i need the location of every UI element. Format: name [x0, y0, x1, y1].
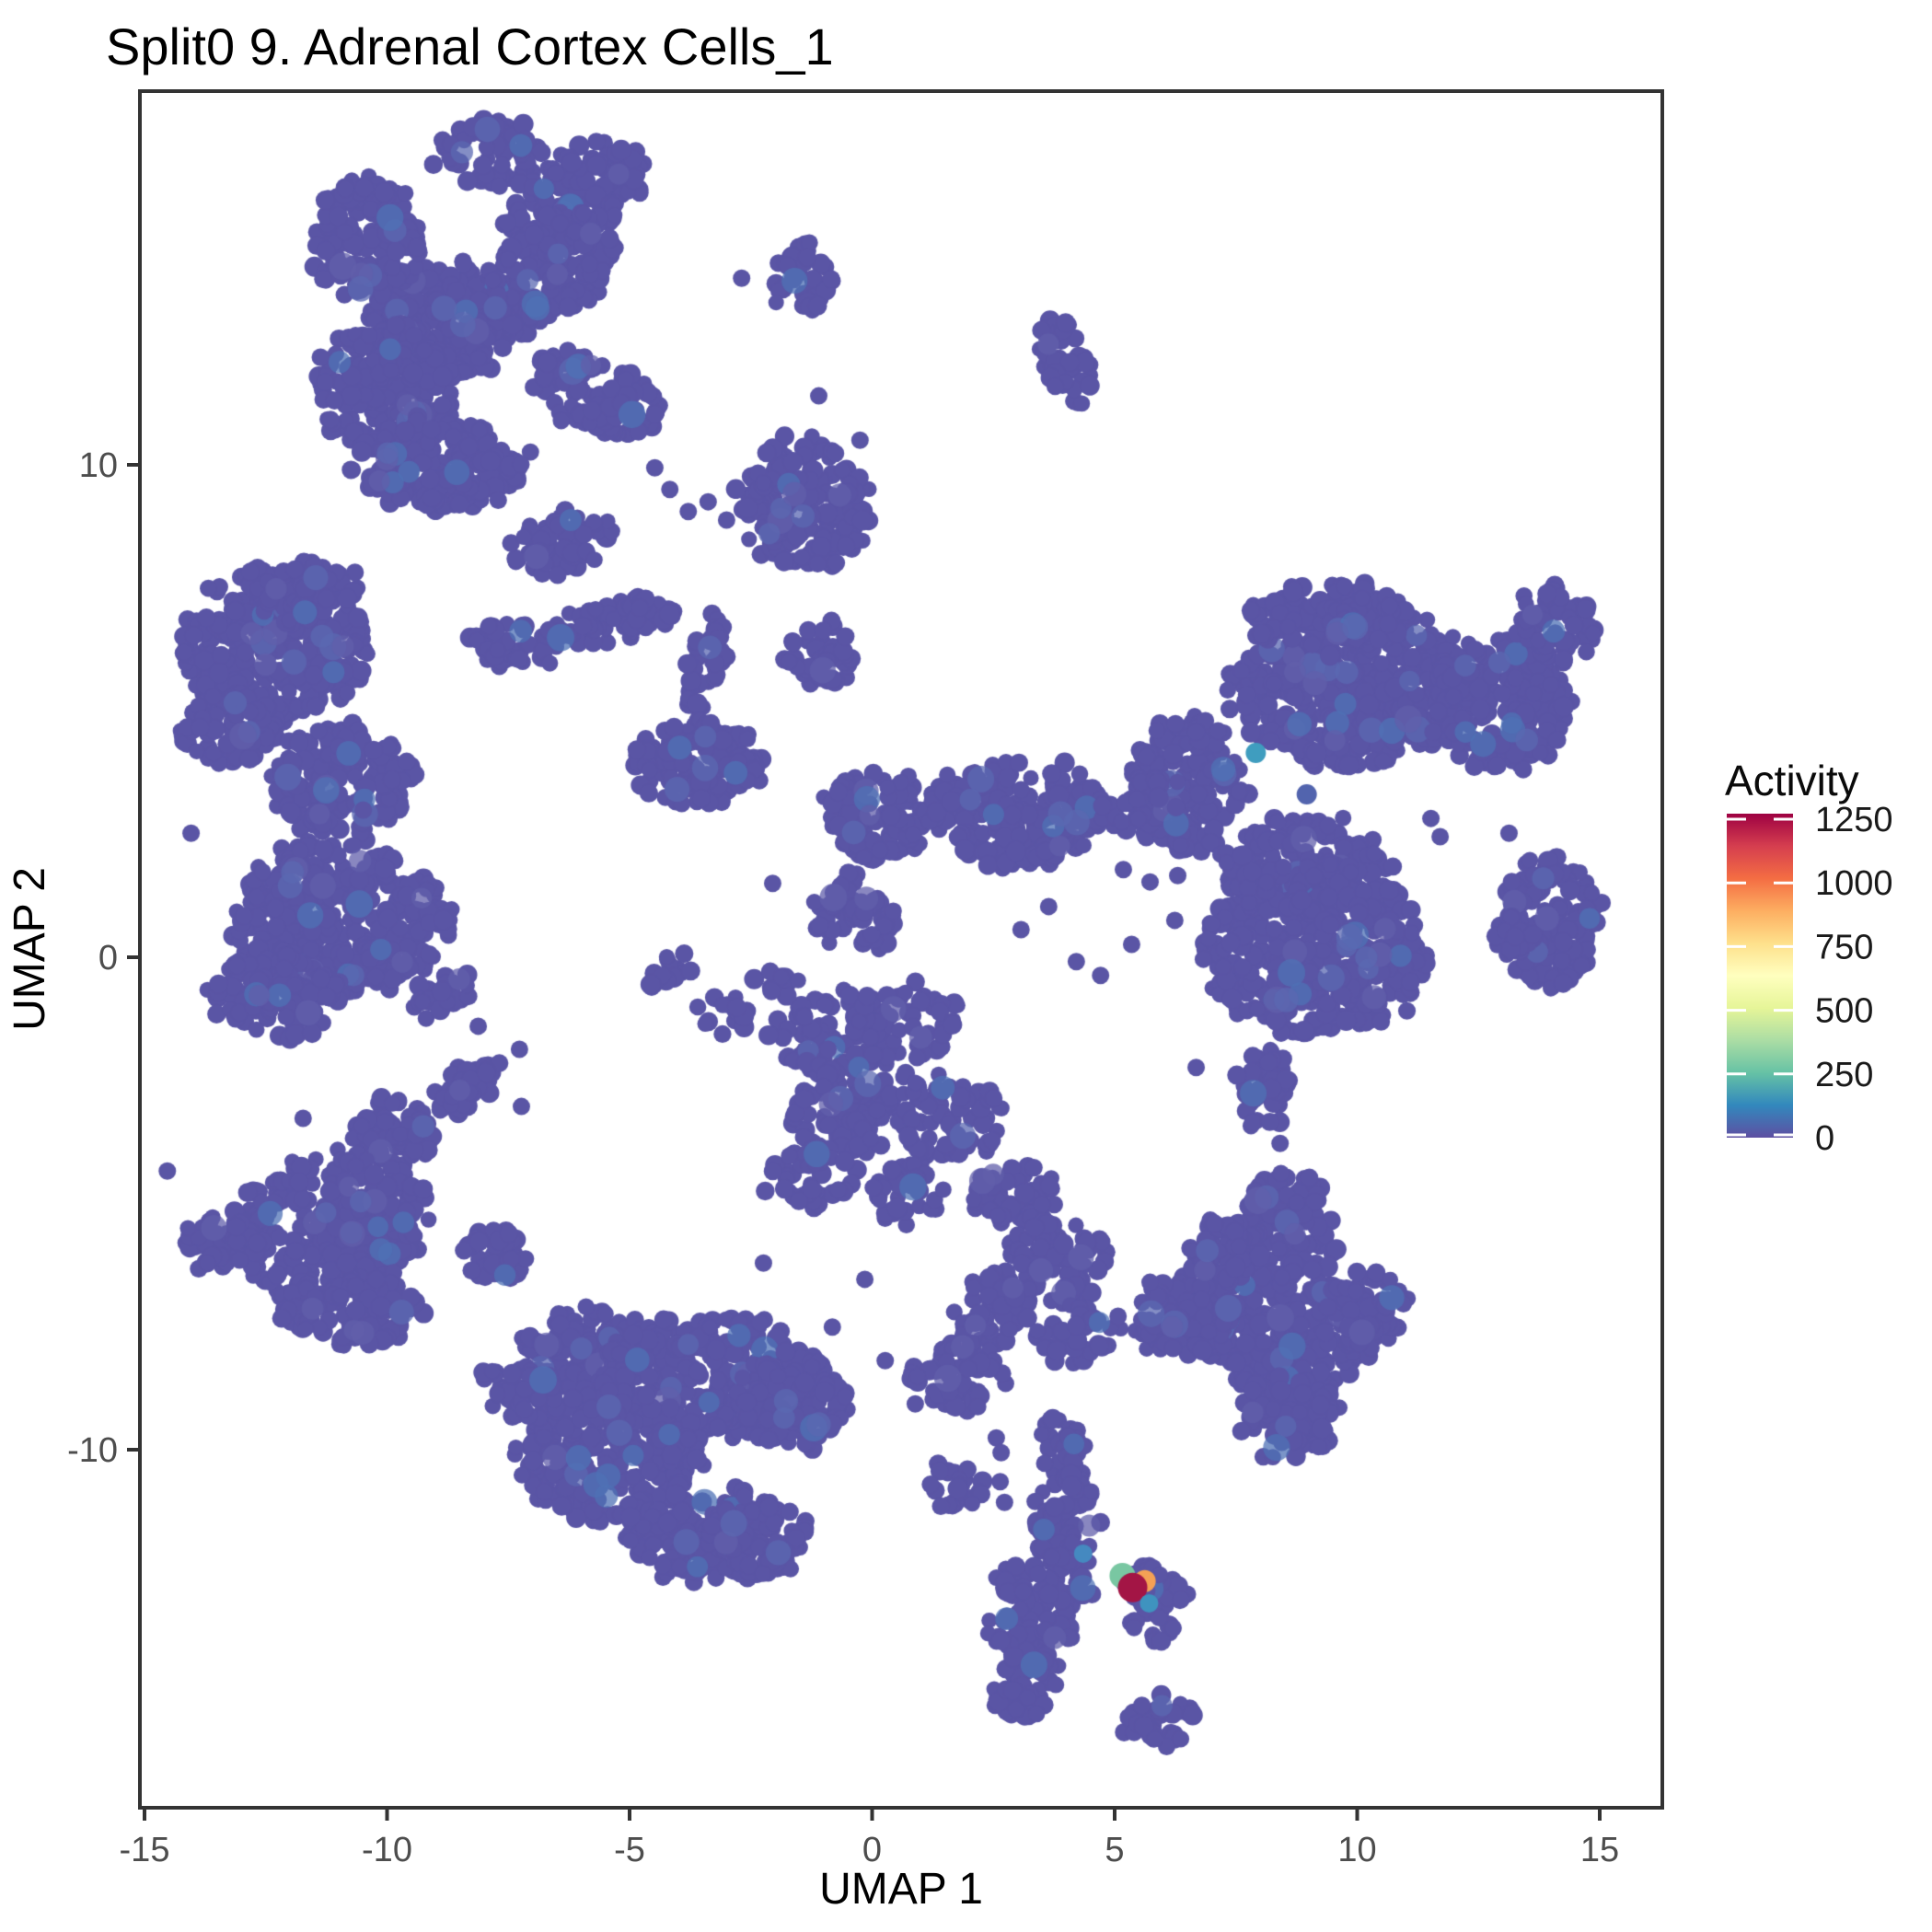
plot-title: Split0 9. Adrenal Cortex Cells_1 — [106, 17, 834, 75]
x-tick-label: 15 — [1580, 1831, 1619, 1869]
x-axis-title: UMAP 1 — [819, 1865, 983, 1914]
x-tick-label: 10 — [1337, 1831, 1376, 1869]
x-tick-label: -10 — [362, 1831, 412, 1869]
legend-activity: Activity 0 250 500 750 1000 1250 — [1725, 757, 1893, 1158]
y-tick-label: -10 — [67, 1431, 118, 1470]
x-tick-label: -15 — [120, 1831, 170, 1869]
y-tick-label: 10 — [79, 446, 118, 485]
legend-colorbar — [1727, 814, 1793, 1138]
panel-border — [138, 89, 1664, 1810]
legend-tick-label: 500 — [1815, 992, 1873, 1031]
legend-title: Activity — [1725, 757, 1859, 804]
x-axis: -15 -10 -5 0 5 10 15 UMAP 1 — [120, 1808, 1619, 1914]
y-axis: 10 0 -10 UMAP 2 — [6, 446, 140, 1470]
legend-tick-label: 1250 — [1815, 801, 1893, 839]
legend-tick-label: 250 — [1815, 1056, 1873, 1094]
x-tick-label: 0 — [862, 1831, 882, 1869]
y-tick-label: 0 — [98, 939, 118, 978]
x-tick-label: 5 — [1105, 1831, 1124, 1869]
legend-tick-label: 750 — [1815, 928, 1873, 966]
x-tick-label: -5 — [614, 1831, 645, 1869]
y-axis-title: UMAP 2 — [6, 867, 54, 1031]
legend-tick-label: 0 — [1815, 1119, 1834, 1158]
legend-tick-label: 1000 — [1815, 864, 1893, 903]
